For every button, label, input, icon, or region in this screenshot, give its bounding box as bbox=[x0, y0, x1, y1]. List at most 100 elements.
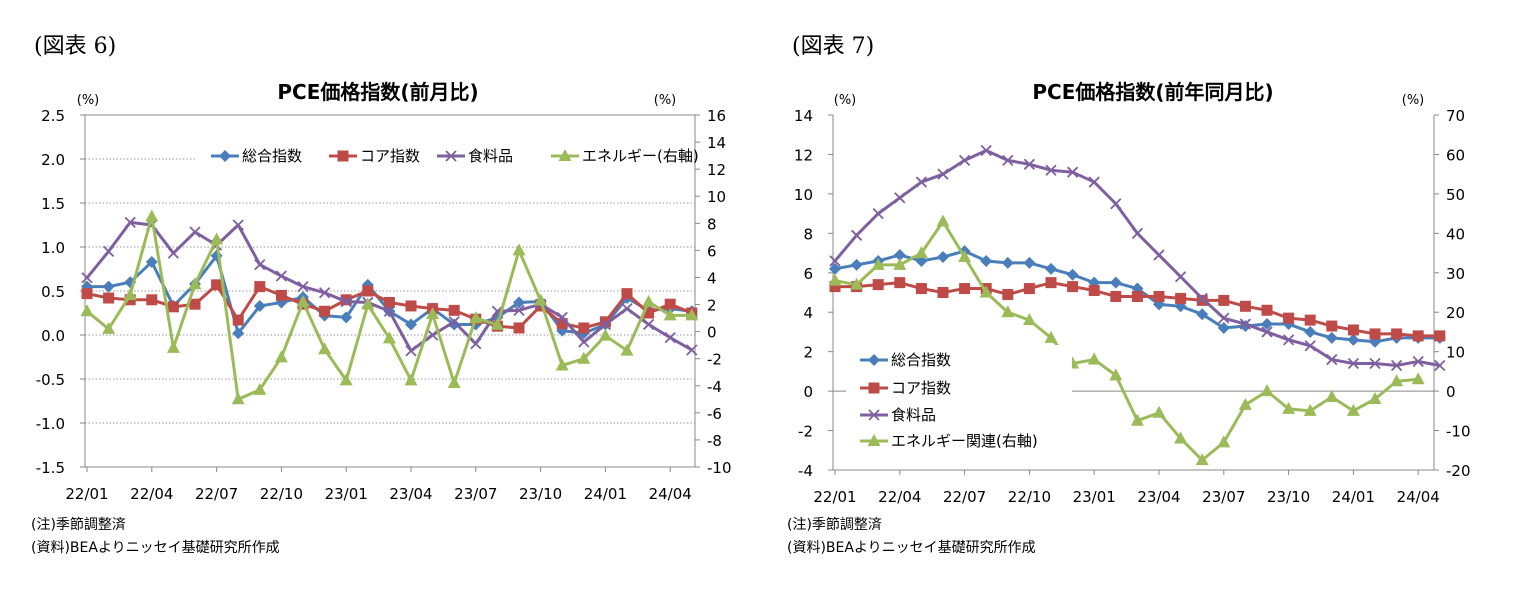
data-point bbox=[828, 273, 842, 286]
data-point bbox=[642, 294, 656, 307]
left-tick-label: 14 bbox=[794, 107, 813, 125]
chart-title: PCE価格指数(前年同月比) bbox=[1032, 80, 1273, 104]
data-point bbox=[166, 340, 180, 353]
right-axis-unit: (%) bbox=[1402, 93, 1425, 108]
data-point bbox=[1390, 359, 1403, 372]
left-tick-label: 0.0 bbox=[41, 327, 65, 345]
note-source: (資料)BEAよりニッセイ基礎研究所作成 bbox=[31, 540, 280, 556]
data-point bbox=[405, 318, 417, 331]
data-point bbox=[1087, 352, 1101, 365]
data-point bbox=[577, 351, 591, 364]
left-tick-label: -4 bbox=[798, 462, 813, 480]
data-point bbox=[1110, 198, 1122, 210]
data-point bbox=[167, 301, 179, 313]
right-tick-label: -10 bbox=[707, 459, 732, 477]
data-point bbox=[1369, 357, 1381, 370]
data-point bbox=[894, 277, 906, 289]
data-point bbox=[513, 322, 525, 334]
legend-label: 総合指数 bbox=[891, 351, 951, 369]
data-point bbox=[123, 288, 137, 301]
left-tick-label: -0.5 bbox=[36, 371, 65, 389]
x-tick-label: 22/10 bbox=[1008, 488, 1051, 506]
right-tick-label: 60 bbox=[1446, 146, 1465, 164]
data-point bbox=[1088, 176, 1100, 188]
data-point bbox=[405, 345, 417, 357]
data-point bbox=[1325, 390, 1339, 403]
data-point bbox=[1239, 318, 1252, 330]
data-point bbox=[578, 336, 590, 348]
data-point bbox=[1346, 403, 1360, 416]
left-tick-label: 0 bbox=[803, 383, 813, 401]
data-point bbox=[1217, 322, 1230, 334]
data-point bbox=[1001, 256, 1014, 269]
data-point bbox=[1066, 166, 1079, 178]
data-point bbox=[1002, 288, 1014, 300]
data-point bbox=[893, 249, 906, 262]
data-point bbox=[1261, 318, 1273, 331]
right-tick-label: 30 bbox=[1446, 265, 1465, 283]
note-seasonal: (注)季節調整済 bbox=[31, 517, 126, 533]
x-tick-label: 22/04 bbox=[130, 485, 173, 503]
data-point bbox=[620, 343, 634, 356]
data-point bbox=[1347, 357, 1360, 370]
data-point bbox=[1066, 268, 1079, 281]
data-point bbox=[1434, 330, 1446, 342]
data-point bbox=[556, 318, 568, 330]
data-point bbox=[936, 214, 950, 227]
left-tick-label: 8 bbox=[803, 225, 813, 243]
data-point bbox=[1044, 330, 1058, 343]
x-tick-label: 23/01 bbox=[325, 485, 368, 503]
legend-2-marker bbox=[868, 382, 880, 394]
data-point bbox=[1412, 355, 1424, 368]
data-point bbox=[447, 376, 461, 389]
data-point bbox=[340, 294, 352, 306]
left-tick-labels: 14 12 10 8 6 4 2 0 -2 -4 bbox=[794, 107, 833, 480]
data-point bbox=[1002, 154, 1014, 166]
series-4 bbox=[828, 214, 1425, 466]
data-point bbox=[1088, 285, 1100, 297]
data-point bbox=[189, 226, 201, 238]
right-tick-label: -8 bbox=[707, 432, 722, 450]
data-point bbox=[1326, 353, 1338, 366]
data-point bbox=[146, 294, 158, 306]
data-point bbox=[937, 287, 949, 298]
data-point bbox=[448, 316, 460, 328]
data-point bbox=[1369, 328, 1381, 340]
x-tick-label: 22/01 bbox=[65, 485, 108, 503]
data-point bbox=[535, 300, 547, 312]
data-point bbox=[979, 285, 993, 298]
chart-yoy: PCE価格指数(前年同月比)(%) (%)14121086420-2-470605… bbox=[794, 80, 1471, 506]
data-point bbox=[850, 229, 863, 241]
data-point bbox=[1196, 292, 1208, 305]
data-point bbox=[1109, 276, 1122, 289]
data-point bbox=[469, 311, 483, 324]
data-point bbox=[872, 279, 884, 291]
x-tick-label: 24/01 bbox=[584, 485, 627, 503]
data-point bbox=[872, 207, 884, 220]
data-point bbox=[829, 262, 841, 275]
data-point bbox=[362, 285, 374, 297]
right-tick-label: 4 bbox=[707, 269, 717, 287]
left-tick-label: 0.5 bbox=[41, 283, 65, 301]
x-tick-label: 23/07 bbox=[1202, 488, 1245, 506]
x-tick-label: 23/10 bbox=[1267, 488, 1310, 506]
x-tick-label: 23/07 bbox=[454, 485, 497, 503]
data-point bbox=[1067, 281, 1079, 293]
right-tick-label: -10 bbox=[1446, 423, 1471, 441]
legend-3-marker bbox=[868, 409, 880, 421]
data-point bbox=[145, 209, 159, 222]
data-point bbox=[81, 288, 93, 300]
data-point bbox=[145, 255, 158, 268]
data-point bbox=[1023, 158, 1036, 170]
right-tick-label: 0 bbox=[707, 324, 717, 342]
data-point bbox=[383, 305, 396, 317]
data-point bbox=[599, 316, 611, 328]
data-point bbox=[296, 294, 310, 307]
left-tick-label: -1.0 bbox=[36, 415, 65, 433]
note-source: (資料)BEAよりニッセイ基礎研究所作成 bbox=[787, 540, 1036, 556]
data-point bbox=[361, 297, 375, 310]
data-point bbox=[275, 270, 288, 282]
data-point bbox=[1174, 431, 1188, 444]
data-point bbox=[643, 307, 655, 319]
